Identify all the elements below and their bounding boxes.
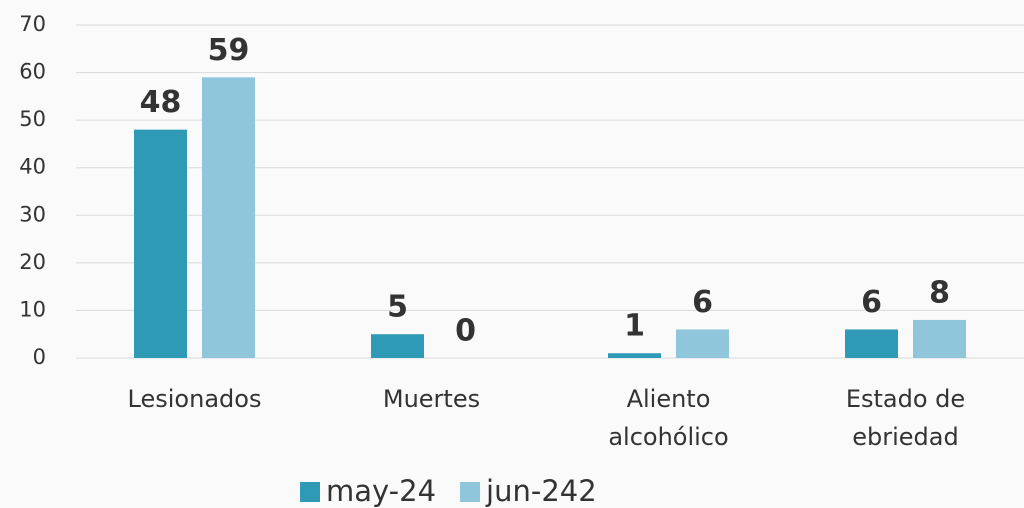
x-tick-label: Muertes — [382, 385, 481, 413]
y-tick-label: 20 — [19, 250, 46, 274]
bar — [134, 129, 187, 358]
y-tick-label: 50 — [19, 107, 46, 131]
value-label: 6 — [861, 285, 882, 320]
value-label: 6 — [692, 285, 713, 320]
legend-swatch — [300, 482, 320, 502]
x-tick-label: Aliento alcohólico — [608, 385, 729, 451]
value-label: 48 — [140, 85, 182, 120]
value-label: 5 — [387, 290, 408, 325]
bar — [371, 334, 424, 358]
y-tick-label: 70 — [19, 12, 46, 36]
x-tick-label: Lesionados — [127, 385, 262, 413]
legend-swatch — [460, 482, 481, 502]
bar — [608, 353, 661, 358]
x-tick-label: Estado de ebriedad — [845, 385, 966, 451]
bar — [845, 329, 898, 358]
y-tick-label: 30 — [19, 202, 46, 226]
value-label: 0 — [455, 314, 476, 349]
y-tick-label: 60 — [19, 60, 46, 84]
value-label: 1 — [624, 309, 645, 344]
bar — [913, 319, 966, 358]
y-tick-label: 10 — [19, 297, 46, 321]
legend-label: may-24 — [326, 474, 436, 508]
y-tick-label: 0 — [33, 345, 46, 369]
y-tick-label: 40 — [19, 155, 46, 179]
value-label: 59 — [208, 33, 250, 68]
bar — [202, 77, 255, 358]
legend-label: jun-242 — [485, 474, 597, 508]
bar — [676, 329, 729, 358]
value-label: 8 — [929, 275, 950, 310]
